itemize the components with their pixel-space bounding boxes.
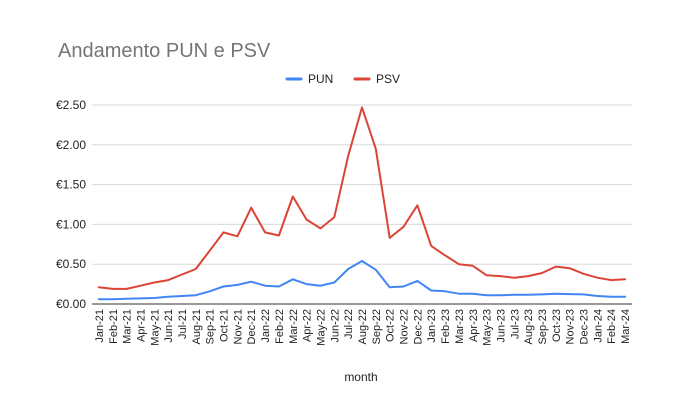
x-tick-label: Dec-22	[412, 309, 424, 344]
legend: PUN PSV	[285, 72, 400, 86]
x-tick-label: Jun-22	[329, 309, 341, 343]
x-tick-label: Feb-23	[440, 309, 452, 344]
x-tick-label: Dec-21	[246, 309, 258, 344]
x-axis: Jan-21 Feb-21 Mar-21 Apr-21 May-21 Jun-21 Jul-…	[94, 309, 632, 346]
grid	[92, 104, 632, 305]
y-tick-label: €0.00	[56, 297, 86, 311]
x-tick-label: Jan-24	[592, 309, 604, 343]
x-tick-label: May-21	[149, 309, 161, 346]
x-tick-label: Apr-22	[302, 309, 314, 342]
x-tick-label: Apr-23	[468, 309, 480, 342]
x-tick-label: Feb-22	[274, 309, 286, 344]
x-tick-label: Jul-21	[177, 309, 189, 339]
x-tick-label: Mar-23	[454, 309, 466, 344]
x-tick-label: Feb-24	[606, 309, 618, 344]
x-tick-label: Jun-21	[163, 309, 175, 343]
x-tick-label: Apr-21	[135, 309, 147, 342]
x-tick-label: Oct-21	[219, 309, 231, 342]
x-tick-label: Mar-24	[620, 309, 632, 344]
x-tick-label: Feb-21	[108, 309, 120, 344]
x-tick-label: Nov-21	[232, 309, 244, 344]
x-tick-label: Oct-23	[551, 309, 563, 342]
x-tick-label: Oct-22	[385, 309, 397, 342]
series-line-psv	[97, 106, 627, 290]
x-tick-label: Mar-21	[122, 309, 134, 344]
y-tick-label: €2.50	[56, 98, 86, 112]
chart-title: Andamento PUN e PSV	[58, 40, 271, 62]
x-tick-label: Sep-21	[205, 309, 217, 344]
x-tick-label: Jul-22	[343, 309, 355, 339]
x-tick-label: Jan-21	[94, 309, 106, 343]
x-tick-label: Nov-23	[565, 309, 577, 344]
x-tick-label: Dec-23	[579, 309, 591, 344]
x-tick-label: Jan-22	[260, 309, 272, 343]
x-tick-label: Nov-22	[399, 309, 411, 344]
x-tick-label: Jul-23	[509, 309, 521, 339]
x-tick-label: Sep-23	[537, 309, 549, 344]
y-tick-label: €1.50	[56, 178, 86, 192]
y-tick-label: €0.50	[56, 257, 86, 271]
x-tick-label: Sep-22	[371, 309, 383, 344]
x-tick-label: May-22	[315, 309, 327, 346]
legend-label-pun: PUN	[308, 72, 333, 86]
series-lines	[97, 106, 627, 301]
x-tick-label: Jan-23	[426, 309, 438, 343]
x-tick-label: May-23	[482, 309, 494, 346]
y-tick-label: €1.00	[56, 217, 86, 231]
x-tick-label: Aug-22	[357, 309, 369, 344]
legend-label-psv: PSV	[376, 72, 400, 86]
x-tick-label: Aug-21	[191, 309, 203, 344]
x-tick-label: Jun-23	[495, 309, 507, 343]
series-line-pun	[97, 260, 627, 301]
x-tick-label: Mar-22	[288, 309, 300, 344]
x-axis-label: month	[344, 370, 377, 384]
y-axis: €0.00 €0.50 €1.00 €1.50 €2.00 €2.50	[56, 98, 86, 311]
y-tick-label: €2.00	[56, 138, 86, 152]
x-tick-label: Aug-23	[523, 309, 535, 344]
